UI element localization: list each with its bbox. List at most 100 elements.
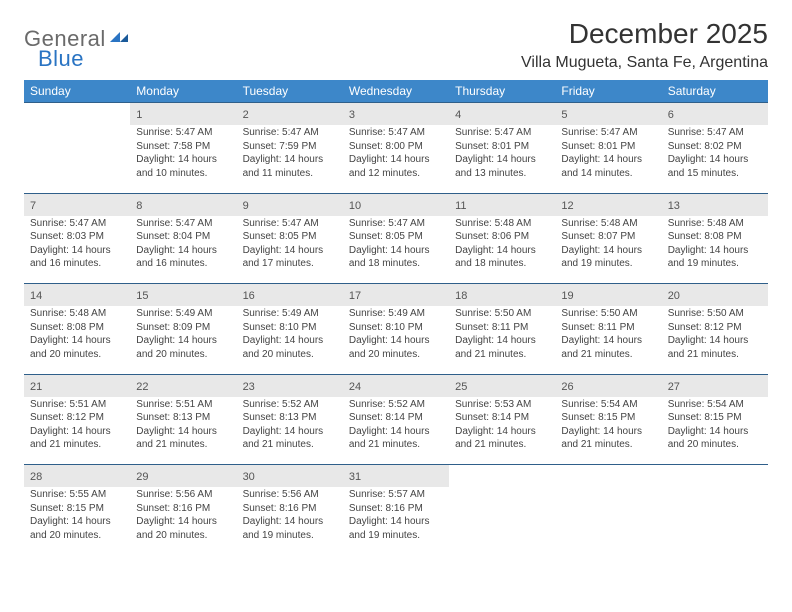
day-number-cell: 13 (662, 193, 768, 216)
day-number-cell: 15 (130, 284, 236, 307)
day-details: Sunrise: 5:50 AMSunset: 8:11 PMDaylight:… (455, 307, 549, 361)
day-details: Sunrise: 5:47 AMSunset: 8:05 PMDaylight:… (243, 217, 337, 271)
content-row: Sunrise: 5:47 AMSunset: 8:03 PMDaylight:… (24, 216, 768, 284)
day-number: 19 (561, 290, 573, 302)
daynum-row: 123456 (24, 103, 768, 126)
day-number: 1 (136, 109, 142, 121)
day-content-cell: Sunrise: 5:54 AMSunset: 8:15 PMDaylight:… (662, 397, 768, 465)
day-details: Sunrise: 5:48 AMSunset: 8:08 PMDaylight:… (668, 217, 762, 271)
header: General December 2025 Villa Mugueta, San… (24, 18, 768, 72)
day-number: 28 (30, 471, 42, 483)
day-details: Sunrise: 5:57 AMSunset: 8:16 PMDaylight:… (349, 488, 443, 542)
day-content-cell: Sunrise: 5:47 AMSunset: 7:59 PMDaylight:… (237, 125, 343, 193)
day-number-cell: 22 (130, 374, 236, 397)
day-number: 31 (349, 471, 361, 483)
day-details: Sunrise: 5:52 AMSunset: 8:14 PMDaylight:… (349, 398, 443, 452)
day-number: 23 (243, 381, 255, 393)
day-details: Sunrise: 5:47 AMSunset: 8:05 PMDaylight:… (349, 217, 443, 271)
day-details: Sunrise: 5:48 AMSunset: 8:06 PMDaylight:… (455, 217, 549, 271)
day-details: Sunrise: 5:47 AMSunset: 7:59 PMDaylight:… (243, 126, 337, 180)
content-row: Sunrise: 5:51 AMSunset: 8:12 PMDaylight:… (24, 397, 768, 465)
day-number-cell: 18 (449, 284, 555, 307)
day-number-cell: 14 (24, 284, 130, 307)
col-header: Saturday (662, 80, 768, 103)
day-number-cell: 7 (24, 193, 130, 216)
day-number-cell: 30 (237, 465, 343, 488)
day-number: 4 (455, 109, 461, 121)
day-details: Sunrise: 5:48 AMSunset: 8:08 PMDaylight:… (30, 307, 124, 361)
logo-mark-icon (110, 29, 130, 50)
day-content-cell (24, 125, 130, 193)
daynum-row: 78 9 10 11 12 13 (24, 193, 768, 216)
day-number-cell: 8 (130, 193, 236, 216)
day-number-cell (662, 465, 768, 488)
day-number: 8 (136, 200, 142, 212)
day-content-cell: Sunrise: 5:49 AMSunset: 8:10 PMDaylight:… (343, 306, 449, 374)
day-number-cell: 2 (237, 103, 343, 126)
daynum-row: 21222324252627 (24, 374, 768, 397)
day-number: 16 (243, 290, 255, 302)
day-content-cell: Sunrise: 5:53 AMSunset: 8:14 PMDaylight:… (449, 397, 555, 465)
day-content-cell: Sunrise: 5:56 AMSunset: 8:16 PMDaylight:… (130, 487, 236, 555)
day-content-cell: Sunrise: 5:50 AMSunset: 8:11 PMDaylight:… (449, 306, 555, 374)
day-number-cell: 31 (343, 465, 449, 488)
content-row: Sunrise: 5:55 AMSunset: 8:15 PMDaylight:… (24, 487, 768, 555)
day-number: 2 (243, 109, 249, 121)
col-header: Sunday (24, 80, 130, 103)
day-number-cell: 24 (343, 374, 449, 397)
day-content-cell (662, 487, 768, 555)
content-row: Sunrise: 5:48 AMSunset: 8:08 PMDaylight:… (24, 306, 768, 374)
day-details: Sunrise: 5:47 AMSunset: 8:04 PMDaylight:… (136, 217, 230, 271)
day-number-cell: 23 (237, 374, 343, 397)
day-content-cell: Sunrise: 5:47 AMSunset: 8:05 PMDaylight:… (237, 216, 343, 284)
logo-text-blue: Blue (38, 46, 84, 72)
day-content-cell: Sunrise: 5:52 AMSunset: 8:13 PMDaylight:… (237, 397, 343, 465)
day-number: 17 (349, 290, 361, 302)
day-content-cell: Sunrise: 5:47 AMSunset: 8:04 PMDaylight:… (130, 216, 236, 284)
day-number: 10 (349, 200, 361, 212)
day-details: Sunrise: 5:47 AMSunset: 7:58 PMDaylight:… (136, 126, 230, 180)
day-content-cell: Sunrise: 5:50 AMSunset: 8:11 PMDaylight:… (555, 306, 661, 374)
day-number-cell: 6 (662, 103, 768, 126)
day-content-cell: Sunrise: 5:56 AMSunset: 8:16 PMDaylight:… (237, 487, 343, 555)
day-number: 27 (668, 381, 680, 393)
day-number-cell (24, 103, 130, 126)
day-content-cell: Sunrise: 5:54 AMSunset: 8:15 PMDaylight:… (555, 397, 661, 465)
day-number: 18 (455, 290, 467, 302)
col-header: Monday (130, 80, 236, 103)
day-content-cell: Sunrise: 5:57 AMSunset: 8:16 PMDaylight:… (343, 487, 449, 555)
day-details: Sunrise: 5:56 AMSunset: 8:16 PMDaylight:… (243, 488, 337, 542)
day-details: Sunrise: 5:56 AMSunset: 8:16 PMDaylight:… (136, 488, 230, 542)
day-number-cell: 4 (449, 103, 555, 126)
day-number-cell: 9 (237, 193, 343, 216)
day-content-cell: Sunrise: 5:47 AMSunset: 8:00 PMDaylight:… (343, 125, 449, 193)
day-details: Sunrise: 5:54 AMSunset: 8:15 PMDaylight:… (668, 398, 762, 452)
content-row: Sunrise: 5:47 AMSunset: 7:58 PMDaylight:… (24, 125, 768, 193)
page-title: December 2025 (521, 18, 768, 50)
day-number: 9 (243, 200, 249, 212)
calendar-table: Sunday Monday Tuesday Wednesday Thursday… (24, 80, 768, 555)
day-number: 5 (561, 109, 567, 121)
day-number-cell: 5 (555, 103, 661, 126)
day-details: Sunrise: 5:49 AMSunset: 8:09 PMDaylight:… (136, 307, 230, 361)
day-content-cell: Sunrise: 5:55 AMSunset: 8:15 PMDaylight:… (24, 487, 130, 555)
day-details: Sunrise: 5:48 AMSunset: 8:07 PMDaylight:… (561, 217, 655, 271)
col-header: Friday (555, 80, 661, 103)
day-number: 12 (561, 200, 573, 212)
day-number-cell (555, 465, 661, 488)
day-content-cell: Sunrise: 5:47 AMSunset: 8:05 PMDaylight:… (343, 216, 449, 284)
day-details: Sunrise: 5:51 AMSunset: 8:12 PMDaylight:… (30, 398, 124, 452)
day-number: 14 (30, 290, 42, 302)
day-number: 11 (455, 200, 466, 212)
day-content-cell: Sunrise: 5:49 AMSunset: 8:09 PMDaylight:… (130, 306, 236, 374)
day-details: Sunrise: 5:47 AMSunset: 8:03 PMDaylight:… (30, 217, 124, 271)
day-content-cell: Sunrise: 5:48 AMSunset: 8:06 PMDaylight:… (449, 216, 555, 284)
day-number: 22 (136, 381, 148, 393)
day-content-cell: Sunrise: 5:47 AMSunset: 8:03 PMDaylight:… (24, 216, 130, 284)
day-number: 21 (30, 381, 42, 393)
day-number: 25 (455, 381, 467, 393)
title-block: December 2025 Villa Mugueta, Santa Fe, A… (521, 18, 768, 72)
daynum-row: 28293031 (24, 465, 768, 488)
day-details: Sunrise: 5:53 AMSunset: 8:14 PMDaylight:… (455, 398, 549, 452)
day-content-cell: Sunrise: 5:52 AMSunset: 8:14 PMDaylight:… (343, 397, 449, 465)
